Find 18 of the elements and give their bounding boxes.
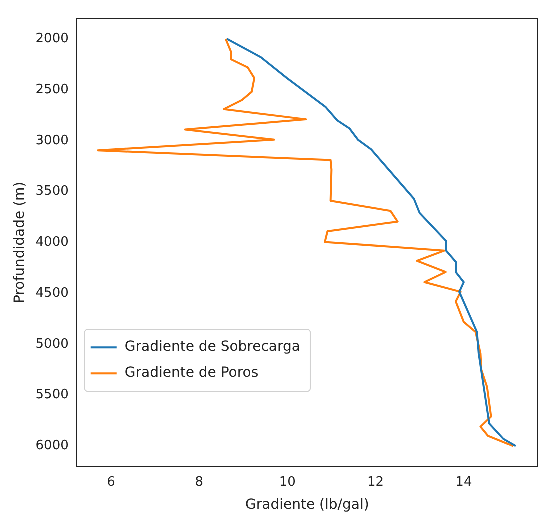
y-tick-label: 3500 [36,184,69,200]
y-tick-label: 2000 [36,32,69,47]
y-tick-label: 5000 [36,336,69,352]
x-axis-title: Gradiente (lb/gal) [246,497,370,514]
x-tick-label: 12 [368,474,384,490]
x-tick-label: 8 [195,474,204,490]
x-tick-label: 10 [279,474,296,490]
y-tick-label: 3000 [36,133,69,148]
legend-label: Gradiente de Sobrecarga [124,339,300,356]
x-tick-label: 14 [456,474,472,490]
y-tick-label: 2500 [36,82,69,98]
y-tick-label: 6000 [36,438,69,454]
legend-label: Gradiente de Poros [124,365,259,382]
x-tick-label: 6 [107,474,116,490]
y-tick-label: 4500 [36,286,69,301]
y-tick-label: 5500 [36,388,69,403]
y-axis-title: Profundidade (m) [12,182,28,304]
y-tick-label: 4000 [36,235,69,250]
